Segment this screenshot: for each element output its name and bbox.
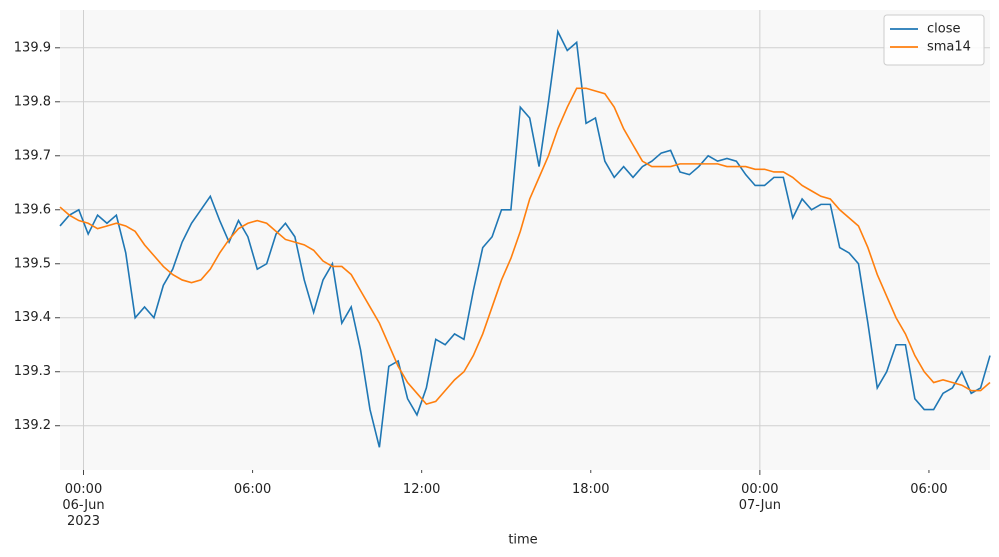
y-tick-label: 139.5 xyxy=(14,256,51,271)
series-line xyxy=(59,28,991,448)
legend-box xyxy=(883,14,985,66)
x-tick-label: 00:00 06-Jun 2023 xyxy=(62,482,104,529)
x-tick-label: 18:00 xyxy=(572,482,609,497)
series-line xyxy=(59,87,991,406)
x-tick-label: 06:00 xyxy=(234,482,271,497)
y-tick-label: 139.9 xyxy=(14,40,51,55)
x-tick-label: 00:00 07-Jun xyxy=(739,482,781,513)
y-tick-label: 139.2 xyxy=(14,418,51,433)
y-tick-label: 139.8 xyxy=(14,94,51,109)
y-tick-label: 139.7 xyxy=(14,148,51,163)
x-tick-label: 12:00 xyxy=(403,482,440,497)
x-axis-label: time xyxy=(508,533,537,548)
y-tick-label: 139.4 xyxy=(14,310,51,325)
y-tick-label: 139.6 xyxy=(14,202,51,217)
y-tick-label: 139.3 xyxy=(14,364,51,379)
x-tick-label: 06:00 xyxy=(910,482,947,497)
legend-label: sma14 xyxy=(927,40,971,55)
plot-area xyxy=(60,10,990,470)
legend-label: close xyxy=(927,22,960,37)
